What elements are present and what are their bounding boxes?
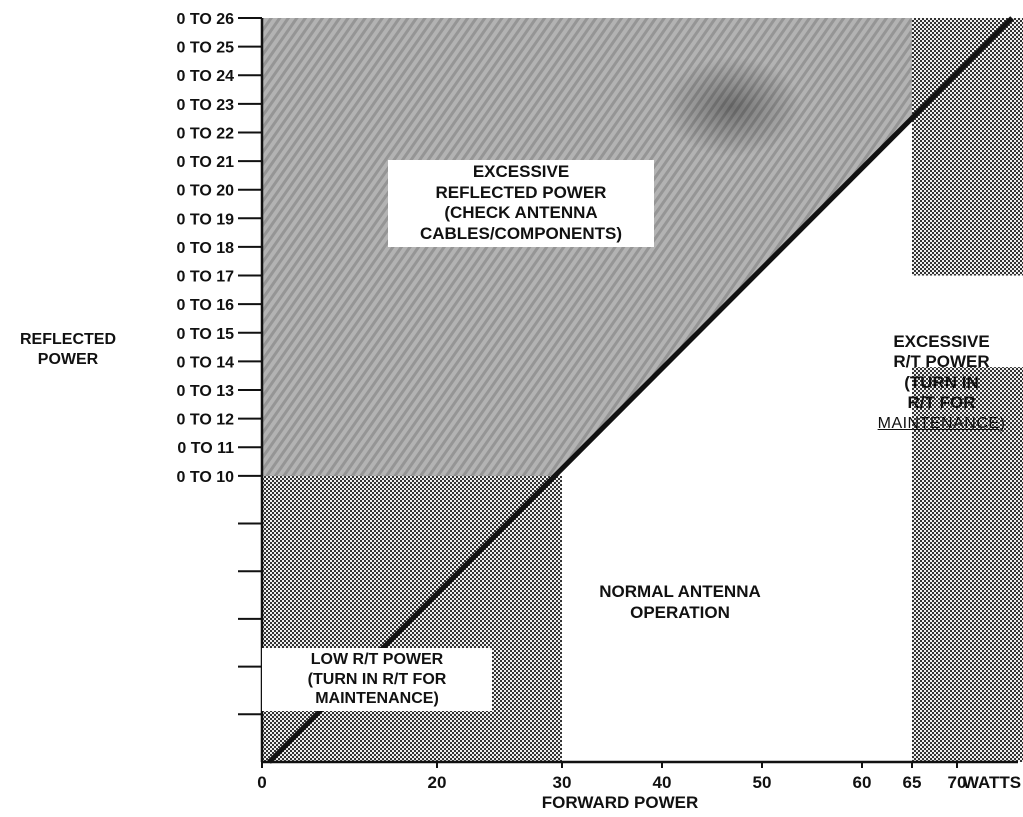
region-line: REFLECTED POWER — [435, 182, 607, 202]
x-tick-label: 60 — [853, 773, 872, 792]
region-line: (CHECK ANTENNA — [444, 203, 598, 223]
region-line: (TURN IN R/T FOR — [307, 670, 447, 688]
x-tick-label: 50 — [753, 773, 772, 792]
x-tick-label: WATTS — [963, 773, 1021, 792]
x-tick-label: 20 — [428, 773, 447, 792]
y-tick-label: 0 TO 16 — [176, 297, 234, 314]
y-tick-label: 0 TO 12 — [176, 412, 234, 429]
region-line: (TURN IN — [904, 372, 979, 392]
boundary-line — [410, 16, 1014, 621]
y-tick-label: 0 TO 23 — [176, 97, 234, 114]
shading-smudge — [662, 56, 802, 157]
region-line: LOW R/T POWER — [310, 651, 444, 668]
y-tick-label: 0 TO 19 — [176, 211, 234, 228]
y-tick-label: 0 TO 21 — [176, 154, 234, 171]
region-label-low-rt: LOW R/T POWER (TURN IN R/T FOR MAINTENAN… — [262, 648, 492, 711]
region-line: EXCESSIVE — [893, 332, 990, 351]
region-line: MAINTENANCE) — [315, 690, 439, 708]
x-tick-label: 0 — [257, 773, 266, 792]
y-tick-label: 0 TO 13 — [176, 383, 234, 400]
x-tick-label: 70 — [948, 773, 967, 792]
region-line: R/T FOR — [907, 393, 976, 413]
x-tick-label: 30 — [553, 773, 572, 792]
region-line: EXCESSIVE — [472, 162, 570, 181]
region-label-normal: NORMAL ANTENNA OPERATION — [540, 582, 820, 623]
region-line: MAINTENANCE) — [877, 414, 1006, 432]
y-tick-label: 0 TO 14 — [176, 354, 234, 371]
region-label-excessive-reflected: EXCESSIVE REFLECTED POWER (CHECK ANTENNA… — [388, 160, 654, 247]
y-tick-label: 0 TO 10 — [176, 469, 234, 486]
x-tick-label: 40 — [653, 773, 672, 792]
y-tick-label: 0 TO 24 — [176, 68, 234, 85]
region-line: R/T POWER — [893, 352, 990, 372]
y-tick-label: 0 TO 18 — [176, 240, 234, 257]
region-label-excessive-rt: EXCESSIVE R/T POWER (TURN IN R/T FOR MAI… — [860, 332, 1023, 433]
y-tick-label: 0 TO 17 — [176, 269, 234, 286]
y-axis-label: REFLECTED POWER — [20, 331, 116, 368]
y-tick-label: 0 TO 15 — [176, 326, 234, 343]
y-tick-label: 0 TO 25 — [176, 40, 234, 57]
x-axis-label: FORWARD POWER — [541, 793, 699, 812]
y-tick-label: 0 TO 26 — [176, 11, 234, 28]
region-excessive-rt-upper — [912, 18, 1023, 276]
x-tick-label: 65 — [903, 773, 922, 792]
region-excessive-rt-lower — [912, 367, 1023, 762]
region-line: NORMAL ANTENNA — [599, 582, 761, 601]
region-line: OPERATION — [630, 602, 730, 622]
y-tick-label: 0 TO 20 — [176, 183, 234, 200]
y-tick-label: 0 TO 22 — [176, 125, 234, 142]
region-line: CABLES/COMPONENTS) — [419, 224, 623, 244]
y-tick-label: 0 TO 11 — [177, 440, 234, 457]
